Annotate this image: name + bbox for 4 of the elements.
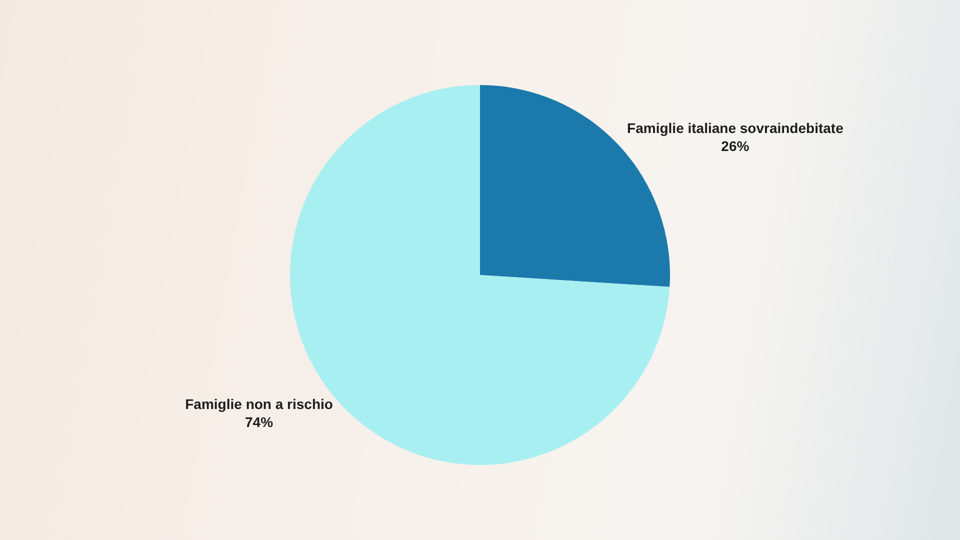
- slice-label: Famiglie non a rischio: [185, 396, 333, 412]
- slice-label: Famiglie italiane sovraindebitate: [627, 120, 844, 136]
- data-label: 26%: [721, 138, 750, 154]
- data-label: 74%: [245, 414, 274, 430]
